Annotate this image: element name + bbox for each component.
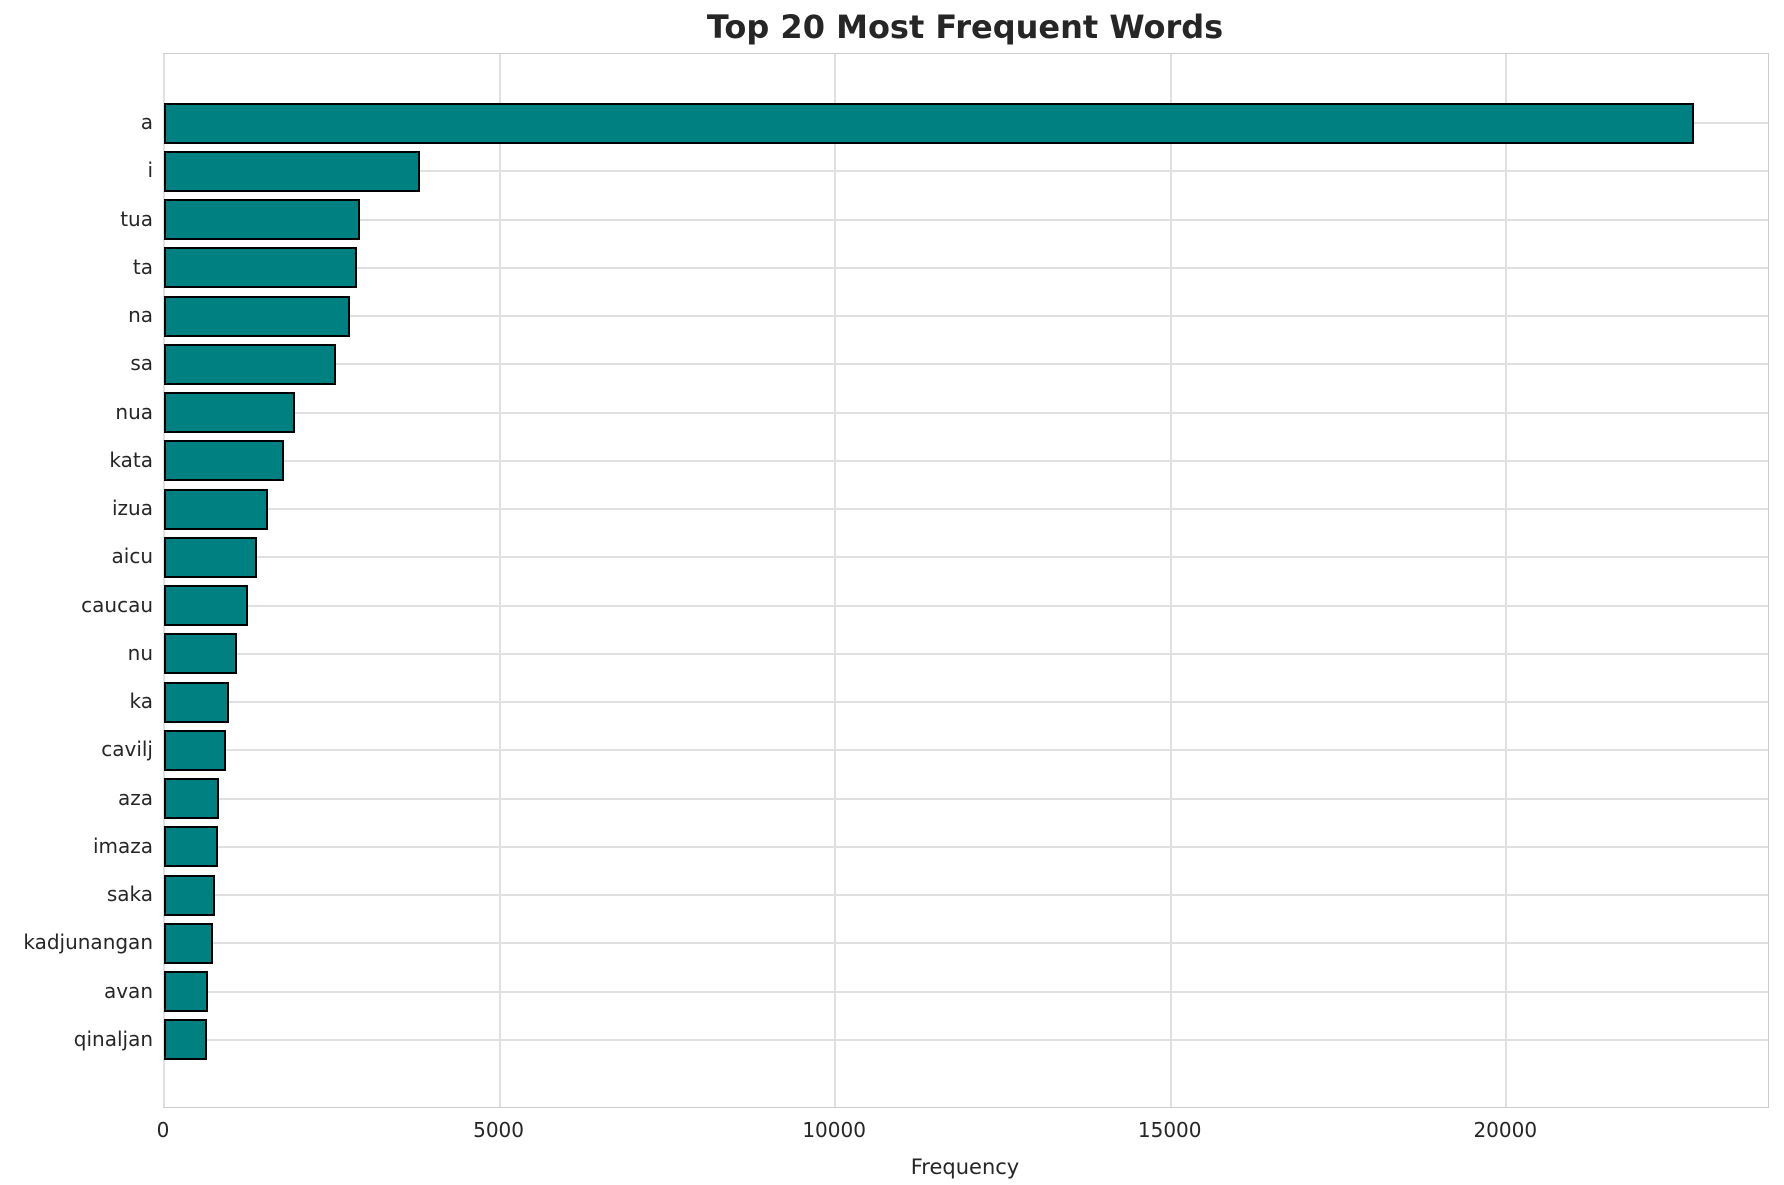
y-tick-label-nua: nua [115, 399, 153, 424]
bar-aicu [164, 536, 257, 578]
x-tick-label: 20000 [1473, 1118, 1538, 1142]
y-gridline [164, 170, 1768, 173]
y-gridline [164, 1038, 1768, 1041]
y-gridline [164, 266, 1768, 269]
bar-kata [164, 440, 285, 482]
y-tick-label-ka: ka [129, 689, 154, 713]
x-gridline [1505, 54, 1508, 1107]
y-tick-label-na: na [128, 303, 153, 327]
bar-saka [164, 874, 215, 916]
bar-imaza [164, 826, 218, 868]
x-tick-label: 10000 [802, 1118, 866, 1142]
y-gridline [164, 749, 1768, 752]
y-tick-label-i: i [147, 158, 153, 183]
bar-nua [164, 392, 295, 433]
y-gridline [164, 363, 1768, 366]
bar-caucau [164, 585, 248, 626]
bar-i [164, 150, 420, 192]
y-gridline [164, 701, 1768, 703]
bar-cavilj [164, 729, 226, 771]
y-tick-label-caucau: caucau [81, 592, 153, 617]
plot-area [163, 53, 1769, 1108]
bar-nu [164, 633, 238, 675]
y-tick-label-nu: nu [127, 640, 153, 665]
y-gridline [164, 942, 1768, 945]
x-gridline [498, 54, 501, 1107]
y-gridline [164, 218, 1768, 221]
y-gridline [164, 556, 1768, 559]
x-tick-label: 0 [156, 1118, 170, 1142]
y-tick-label-kata: kata [109, 447, 153, 472]
y-gridline [164, 508, 1768, 510]
y-tick-label-a: a [140, 110, 153, 134]
y-tick-label-ta: ta [132, 254, 153, 279]
bar-ta [164, 247, 357, 289]
bar-ka [164, 681, 230, 723]
y-gridline [164, 845, 1768, 848]
y-tick-label-saka: saka [106, 882, 153, 906]
bar-sa [164, 343, 336, 385]
y-tick-label-imaza: imaza [92, 833, 153, 858]
bar-na [164, 295, 350, 337]
bar-tua [164, 199, 360, 240]
x-gridline [834, 54, 837, 1107]
bar-izua [164, 488, 269, 530]
y-gridline [164, 315, 1768, 317]
y-tick-label-avan: avan [103, 978, 153, 1003]
y-tick-label-tua: tua [120, 206, 153, 231]
x-tick-label: 15000 [1137, 1118, 1202, 1142]
bar-kadjunangan [164, 922, 213, 964]
y-tick-label-cavilj: cavilj [101, 737, 153, 762]
x-gridline [163, 54, 165, 1107]
y-gridline [164, 604, 1768, 607]
bar-qinaljan [164, 1019, 207, 1061]
bar-avan [164, 971, 208, 1012]
x-axis-label: Frequency [910, 1155, 1020, 1179]
chart-title: Top 20 Most Frequent Words [706, 8, 1224, 46]
y-gridline [164, 652, 1768, 655]
x-gridline [1169, 54, 1172, 1107]
y-tick-label-aza: aza [117, 785, 153, 810]
y-gridline [164, 990, 1768, 993]
y-gridline [164, 411, 1768, 414]
y-tick-label-kadjunangan: kadjunangan [23, 930, 153, 955]
y-gridline [164, 894, 1768, 896]
y-tick-label-qinaljan: qinaljan [73, 1026, 153, 1051]
bar-aza [164, 778, 220, 819]
y-tick-label-sa: sa [130, 351, 153, 376]
x-tick-label: 5000 [473, 1118, 525, 1142]
y-gridline [164, 459, 1768, 462]
bar-a [164, 102, 1695, 144]
y-gridline [164, 797, 1768, 800]
y-tick-label-aicu: aicu [111, 544, 153, 569]
y-tick-label-izua: izua [112, 496, 153, 520]
